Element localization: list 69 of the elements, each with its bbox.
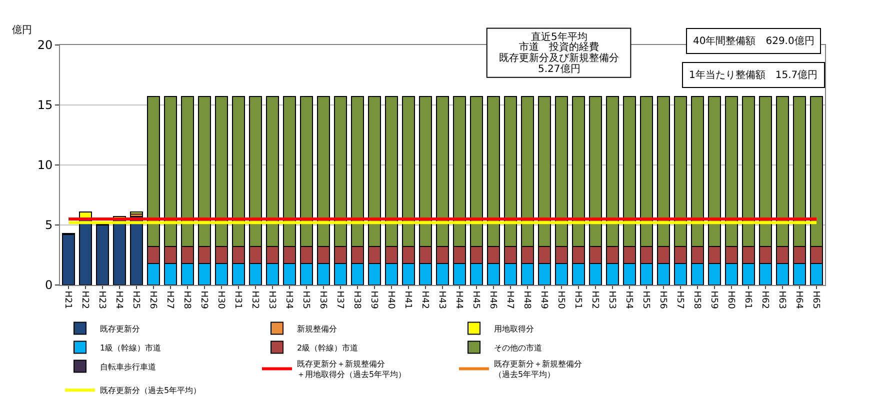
x-tick-label: H31 (232, 290, 243, 310)
x-tick-label: H50 (556, 290, 566, 310)
x-tick-label: H44 (454, 290, 464, 310)
x-tick-label: H53 (606, 290, 617, 310)
legend-label: 自転車歩行車道 (100, 362, 156, 372)
x-tick-label: H65 (810, 290, 821, 310)
x-tick-label: H37 (334, 290, 345, 310)
x-tick-label: H46 (488, 290, 498, 310)
x-tick-label: H49 (538, 290, 549, 310)
x-tick-label: H47 (504, 290, 515, 310)
legend-label: 新規整備分 (297, 324, 337, 334)
x-tick-label: H26 (148, 290, 158, 310)
legend-label: 既存更新分（過去5年平均） (100, 386, 202, 396)
x-tick-label: H55 (640, 290, 651, 310)
x-tick-label: H41 (402, 290, 413, 310)
x-tick-label: H57 (674, 290, 685, 310)
x-tick-label: H24 (114, 290, 124, 310)
x-tick-label: H29 (198, 290, 209, 310)
x-tick-label: H42 (420, 290, 430, 310)
x-tick-label: H22 (80, 290, 90, 310)
x-tick-label: H45 (470, 290, 481, 310)
x-tick-label: H58 (692, 290, 702, 310)
annotation: 既存更新分及び新規整備分 (499, 52, 619, 64)
x-tick-label: H62 (760, 290, 770, 310)
x-tick-label: H52 (590, 290, 600, 310)
x-tick-label: H25 (130, 290, 141, 310)
x-tick-label: H34 (284, 290, 294, 310)
x-tick-label: H40 (386, 290, 396, 310)
x-tick-label: H32 (250, 290, 260, 310)
x-tick-label: H60 (726, 290, 736, 310)
x-tick-label: H54 (624, 290, 634, 310)
legend-label: 1級（幹線）市道 (100, 343, 162, 352)
legend-label: 2級（幹線）市道 (297, 343, 358, 352)
x-tick-label: H27 (164, 290, 175, 310)
y-tick-label: 20 (37, 38, 53, 52)
x-tick-label: H35 (300, 290, 311, 310)
x-tick-label: H23 (96, 290, 107, 310)
x-tick-label: H56 (658, 290, 668, 310)
annotation: 1年当たり整備額 15.7億円 (689, 69, 818, 81)
x-tick-label: H30 (216, 290, 226, 310)
x-tick-label: H43 (436, 290, 447, 310)
x-tick-label: H64 (794, 290, 804, 310)
x-tick-label: H51 (572, 290, 583, 310)
y-axis-title: 億円 (12, 24, 32, 36)
annotation: 5.27億円 (538, 63, 580, 75)
x-tick-label: H38 (352, 290, 362, 310)
legend-label: その他の市道 (494, 343, 542, 352)
legend-label: 既存更新分 (100, 324, 140, 334)
x-tick-label: H21 (62, 290, 73, 310)
x-tick-label: H33 (266, 290, 277, 310)
y-tick-label: 0 (44, 278, 53, 292)
y-tick-label: 15 (37, 98, 53, 112)
x-tick-label: H48 (522, 290, 532, 310)
annotation: 市道 投資的経費 (519, 41, 599, 53)
bar (96, 224, 110, 285)
x-tick-label: H59 (708, 290, 719, 310)
text: 直近5年平均 (531, 31, 588, 43)
y-tick-label: 5 (44, 218, 53, 232)
x-tick-label: H63 (776, 290, 787, 310)
annotation: 40年間整備額 629.0億円 (693, 35, 814, 47)
bar (62, 234, 76, 285)
y-tick-label: 10 (37, 158, 53, 172)
legend-label: 既存更新分＋新規整備分＋用地取得分（過去5年平均） (297, 360, 406, 380)
x-tick-label: H28 (182, 290, 192, 310)
legend-label: 用地取得分 (494, 324, 534, 334)
x-tick-label: H36 (318, 290, 328, 310)
legend-label: 既存更新分＋新規整備分（過去5年平均） (494, 360, 582, 380)
x-tick-label: H61 (742, 290, 753, 310)
x-tick-label: H39 (368, 290, 379, 310)
